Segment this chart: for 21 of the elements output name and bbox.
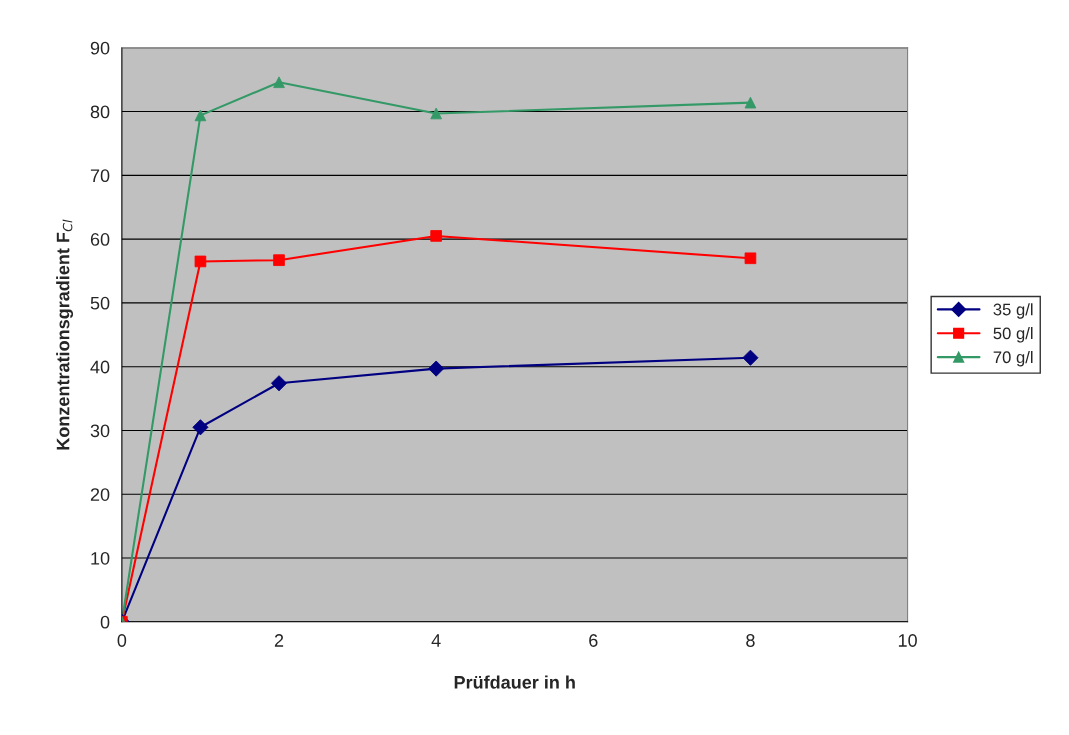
x-tick-label: 4 xyxy=(431,634,441,647)
y-tick-label: 10 xyxy=(91,551,110,565)
y-tick-label: 20 xyxy=(90,488,110,501)
y-tick-label: 70 xyxy=(90,169,110,183)
x-tick-label: 10 xyxy=(898,634,917,647)
y-tick-label: 90 xyxy=(90,41,110,55)
legend-label: 70 g/l xyxy=(993,350,1033,367)
y-tick-label: 30 xyxy=(90,424,110,438)
y-tick-label: 50 xyxy=(90,296,110,310)
y-axis-title: Konzentrationsgradient F$_{Cl}$ xyxy=(56,219,74,450)
x-tick-label: 8 xyxy=(746,634,755,647)
x-tick-label: 2 xyxy=(274,634,284,647)
legend-label: 35 g/l xyxy=(993,303,1033,319)
legend-label: 50 g/l xyxy=(993,327,1033,343)
y-tick-label: 60 xyxy=(90,233,110,246)
y-tick-label: 0 xyxy=(100,615,110,629)
x-axis-title: Prüfdauer in h xyxy=(454,675,575,689)
x-tick-label: 0 xyxy=(117,634,127,647)
x-tick-label: 6 xyxy=(589,634,598,647)
y-tick-label: 40 xyxy=(90,360,110,374)
y-tick-label: 80 xyxy=(90,105,110,119)
